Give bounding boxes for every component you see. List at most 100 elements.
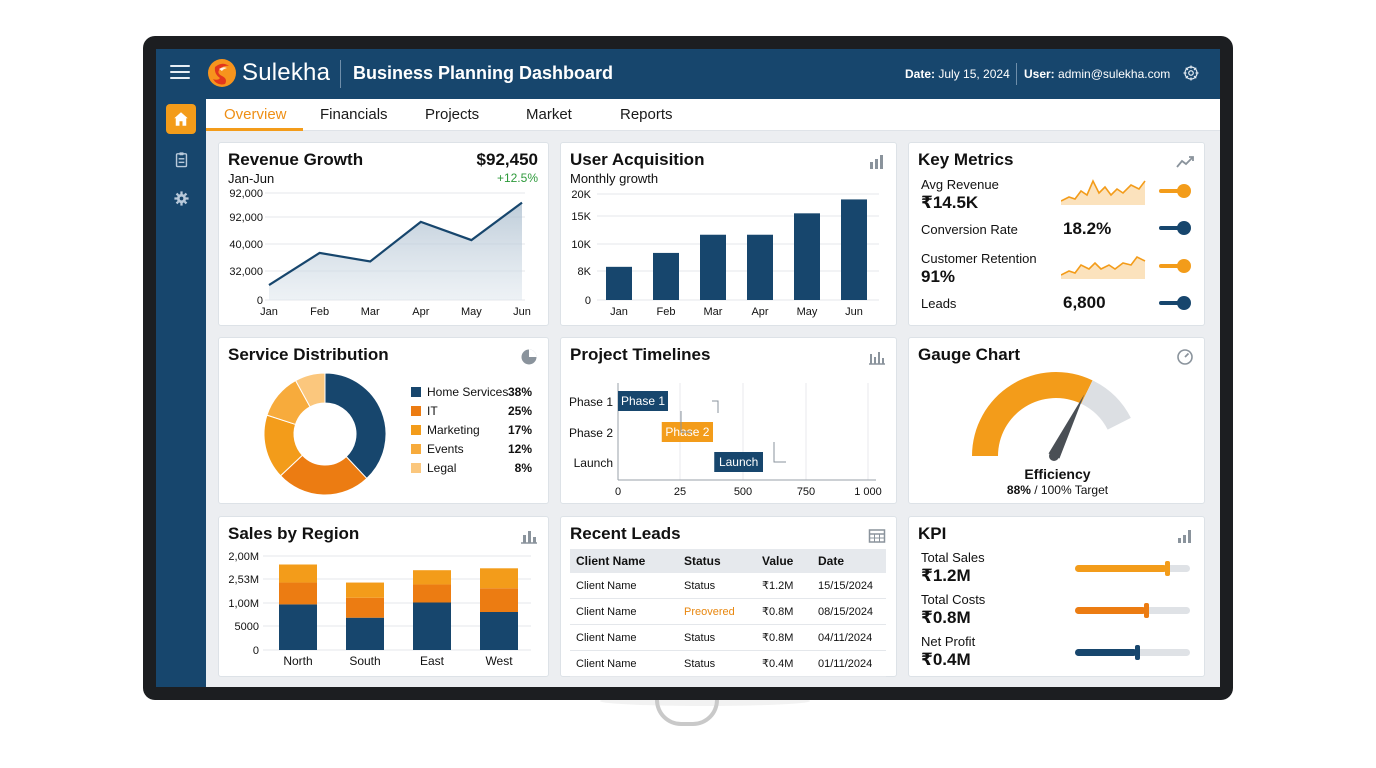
bar-chart-icon[interactable]	[868, 153, 886, 171]
sidebar-item-reports[interactable]	[166, 144, 196, 174]
column-header[interactable]: Value	[756, 549, 812, 573]
value-cell: ₹0.8M	[756, 624, 812, 651]
x-tick-label: Apr	[412, 306, 429, 318]
card-title: Recent Leads	[570, 524, 681, 543]
legend-label: Legal	[427, 461, 456, 475]
date-display: Date: July 15, 2024	[905, 67, 1010, 81]
table-row[interactable]: Client Name Status ₹1.2M 15/15/2024	[570, 573, 886, 599]
x-tick-label: West	[485, 654, 513, 668]
legend-label: Events	[427, 442, 464, 456]
recent-leads-card: Recent Leads Client Name Status Value Da…	[560, 516, 897, 677]
gauge-target: / 100% Target	[1030, 483, 1109, 497]
sidebar	[156, 99, 206, 687]
conversion-rate-toggle[interactable]	[1159, 221, 1191, 235]
x-tick-label: Feb	[310, 306, 329, 318]
task-label: Phase 1	[569, 395, 613, 409]
card-subtitle: Jan-Jun	[228, 171, 275, 186]
metric-label: Conversion Rate	[921, 222, 1018, 237]
sidebar-item-settings[interactable]	[166, 183, 196, 213]
tab-market[interactable]: Market	[526, 106, 572, 123]
column-header[interactable]: Client Name	[570, 549, 678, 573]
settings-gear-icon[interactable]	[1182, 64, 1200, 82]
y-tick-label: 92,000	[229, 212, 263, 224]
x-tick-label: Mar	[361, 306, 380, 318]
bar-segment	[480, 612, 518, 650]
bar-chart-icon[interactable]	[520, 527, 538, 545]
user-value: admin@sulekha.com	[1058, 67, 1171, 81]
kpi-slider-fill	[1075, 649, 1138, 656]
table-icon[interactable]	[868, 527, 886, 545]
x-tick-label: Jan	[610, 306, 628, 318]
x-tick-label: Feb	[657, 306, 676, 318]
project-timelines-card: Project Timelines 0 25 500 750 1 000 Phase 1 P…	[560, 337, 897, 504]
gantt-bar-label: Launch	[719, 455, 758, 469]
tab-bar: Overview Financials Projects Market Repo…	[206, 99, 1220, 131]
gauge-needle	[1048, 394, 1085, 459]
kpi-slider[interactable]	[1075, 645, 1190, 660]
bar	[841, 199, 867, 300]
card-title: Revenue Growth	[228, 150, 364, 169]
tab-overview[interactable]: Overview	[224, 106, 287, 123]
trending-up-icon[interactable]	[1176, 153, 1194, 171]
bar	[700, 234, 726, 300]
signal-bars-icon[interactable]	[1176, 527, 1194, 545]
column-header[interactable]: Status	[678, 549, 756, 573]
tab-projects[interactable]: Projects	[425, 106, 480, 123]
table-row[interactable]: Client Name Status ₹0.8M 04/11/2024	[570, 624, 886, 651]
y-tick-label: 1,00M	[228, 598, 259, 610]
gear-icon	[173, 190, 189, 206]
pie-chart-icon[interactable]	[520, 348, 538, 366]
legend-label: IT	[427, 404, 438, 418]
gauge-label: Efficiency	[1024, 466, 1091, 482]
tab-reports[interactable]: Reports	[620, 106, 673, 123]
avg-revenue-toggle[interactable]	[1159, 184, 1191, 198]
kpi-slider-handle[interactable]	[1144, 603, 1150, 618]
bar-segment	[279, 604, 317, 650]
kpi-slider-handle[interactable]	[1135, 645, 1141, 660]
legend-label: Home Services	[427, 385, 508, 399]
column-header[interactable]: Date	[812, 549, 886, 573]
metric-value: 6,800	[1063, 293, 1106, 312]
x-tick-label: Jun	[845, 306, 863, 318]
kpi-value: ₹1.2M	[921, 566, 971, 585]
card-title: Gauge Chart	[918, 345, 1021, 364]
kpi-slider[interactable]	[1075, 561, 1190, 576]
revenue-line	[268, 201, 523, 286]
pie-slice	[324, 372, 387, 480]
y-tick-label: 10K	[571, 239, 591, 251]
speedometer-icon[interactable]	[1176, 348, 1194, 366]
y-tick-label: 8K	[578, 266, 592, 278]
leads-table: Client Name Status Value Date Client Nam…	[570, 549, 886, 677]
retention-toggle[interactable]	[1159, 259, 1191, 273]
table-row[interactable]: Client Name Preovered ₹0.8M 08/15/2024	[570, 598, 886, 625]
legend-value: 17%	[508, 423, 532, 437]
column-chart-icon[interactable]	[868, 348, 886, 366]
meta-divider	[1016, 63, 1017, 85]
y-tick-label: 2,53M	[228, 574, 259, 586]
legend-value: 12%	[508, 442, 532, 456]
bar	[606, 266, 632, 300]
dashboard-screen: Sulekha Business Planning Dashboard Date…	[156, 49, 1220, 687]
status-cell: Preovered	[678, 598, 756, 625]
x-tick-label: South	[349, 654, 380, 668]
x-tick-label: Apr	[751, 306, 768, 318]
y-tick-label: 0	[253, 645, 259, 657]
hamburger-menu-icon[interactable]	[170, 65, 190, 81]
leads-toggle[interactable]	[1159, 296, 1191, 310]
kpi-slider[interactable]	[1075, 603, 1190, 618]
table-row[interactable]: Client Name Status ₹0.4M 01/11/2024	[570, 650, 886, 677]
date-cell: 15/15/2024	[812, 573, 886, 599]
kpi-slider-handle[interactable]	[1165, 561, 1170, 576]
sidebar-item-home[interactable]	[166, 104, 196, 134]
metric-value: ₹14.5K	[921, 193, 979, 212]
tab-financials[interactable]: Financials	[320, 106, 388, 123]
y-tick-label: 2,00M	[228, 551, 259, 563]
legend-value: 8%	[515, 461, 533, 475]
service-distribution-card: Service Distribution Home Services 38% IT 2…	[218, 337, 549, 504]
kpi-slider-fill	[1075, 565, 1167, 572]
card-title: Project Timelines	[570, 345, 711, 364]
kpi-value: ₹0.4M	[921, 650, 971, 669]
x-tick-label: 1 000	[854, 486, 882, 498]
client-name-cell: Client Name	[570, 650, 678, 677]
